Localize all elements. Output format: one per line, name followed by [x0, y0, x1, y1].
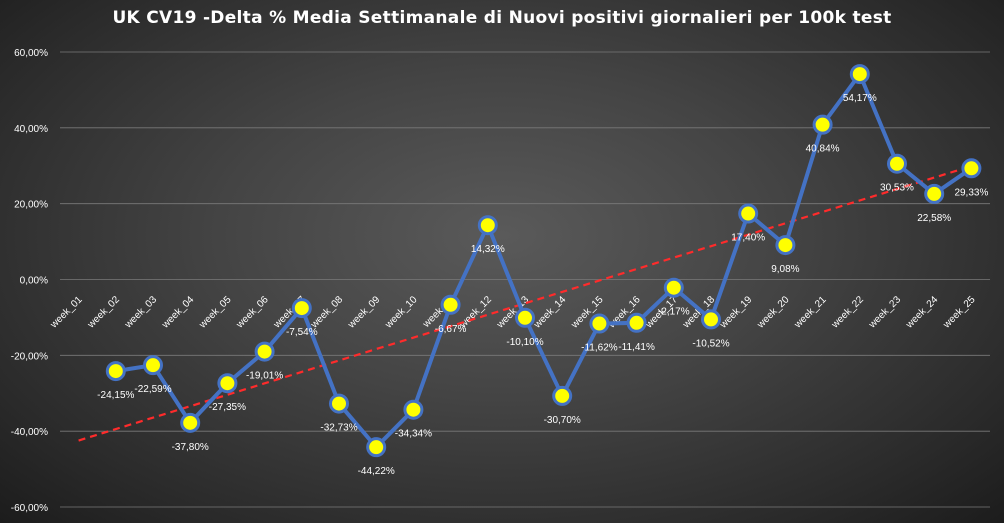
data-label: -19,01%	[246, 371, 283, 382]
x-tick-label: week_01	[48, 294, 85, 331]
data-label: -6,67%	[435, 324, 467, 335]
data-point	[515, 307, 535, 328]
x-tick-label: week_21	[792, 294, 829, 331]
x-tick-label: week_02	[85, 294, 122, 331]
data-label: 54,17%	[843, 93, 877, 104]
data-label: -10,52%	[692, 338, 729, 349]
data-label: 22,58%	[917, 213, 951, 224]
data-point	[105, 361, 126, 382]
x-tick-label: week_19	[718, 294, 755, 331]
data-point	[887, 153, 907, 174]
data-label: -11,62%	[581, 343, 618, 354]
data-label: -2,17%	[658, 307, 690, 318]
x-tick-label: week_20	[755, 294, 792, 331]
data-label: 30,53%	[880, 183, 914, 194]
data-label: -32,73%	[320, 423, 357, 434]
data-label: -27,35%	[209, 402, 246, 413]
data-point	[961, 158, 982, 179]
data-label: -24,15%	[97, 390, 134, 401]
data-point	[552, 385, 573, 406]
data-label: -34,34%	[395, 429, 432, 440]
data-point	[589, 313, 610, 334]
data-label: 9,08%	[771, 264, 799, 275]
data-point	[180, 412, 201, 433]
data-point	[440, 294, 461, 315]
data-point	[329, 393, 349, 414]
data-label: 14,32%	[471, 244, 505, 255]
y-tick-label: 0,00%	[20, 276, 48, 287]
data-label: 40,84%	[806, 144, 840, 155]
x-tick-label: week_14	[532, 294, 569, 331]
data-point	[849, 64, 870, 85]
x-tick-label: week_22	[829, 294, 866, 331]
chart-title: UK CV19 -Delta % Media Settimanale di Nu…	[112, 8, 892, 28]
data-label: -22,59%	[134, 384, 171, 395]
y-tick-label: 20,00%	[14, 200, 48, 211]
x-tick-label: week_24	[904, 294, 941, 331]
y-tick-label: -60,00%	[11, 503, 48, 514]
data-point	[143, 355, 163, 376]
data-point	[291, 298, 312, 319]
x-tick-label: week_05	[197, 294, 234, 331]
data-label: -37,80%	[172, 442, 209, 453]
data-point	[403, 399, 424, 420]
data-point	[626, 312, 647, 333]
y-tick-label: -40,00%	[11, 427, 48, 438]
x-tick-label: week_03	[122, 294, 159, 331]
data-label: -30,70%	[544, 415, 581, 426]
data-point	[477, 215, 498, 236]
data-point	[254, 341, 275, 362]
data-point	[701, 309, 721, 330]
data-point	[775, 235, 796, 256]
data-label: -7,54%	[286, 327, 318, 338]
x-tick-label: week_10	[383, 294, 420, 331]
data-point	[663, 277, 684, 298]
data-point	[366, 437, 387, 458]
series-line	[115, 72, 973, 450]
x-tick-label: week_23	[866, 294, 903, 331]
data-label: 29,33%	[954, 187, 988, 198]
y-tick-label: 40,00%	[14, 124, 48, 135]
data-point	[812, 114, 833, 135]
x-tick-label: week_04	[160, 294, 197, 331]
x-tick-label: week_25	[941, 294, 978, 331]
x-tick-label: week_06	[234, 294, 271, 331]
data-label: -44,22%	[358, 466, 395, 477]
y-tick-label: 60,00%	[14, 48, 48, 59]
x-tick-label: week_09	[346, 294, 383, 331]
data-point	[924, 183, 945, 204]
data-point	[738, 203, 759, 224]
data-label: -10,10%	[506, 337, 543, 348]
data-point	[217, 373, 238, 394]
data-label: -11,41%	[618, 342, 655, 353]
y-tick-label: -20,00%	[11, 351, 48, 362]
data-label: 17,40%	[731, 233, 765, 244]
x-tick-label: week_08	[308, 294, 345, 331]
